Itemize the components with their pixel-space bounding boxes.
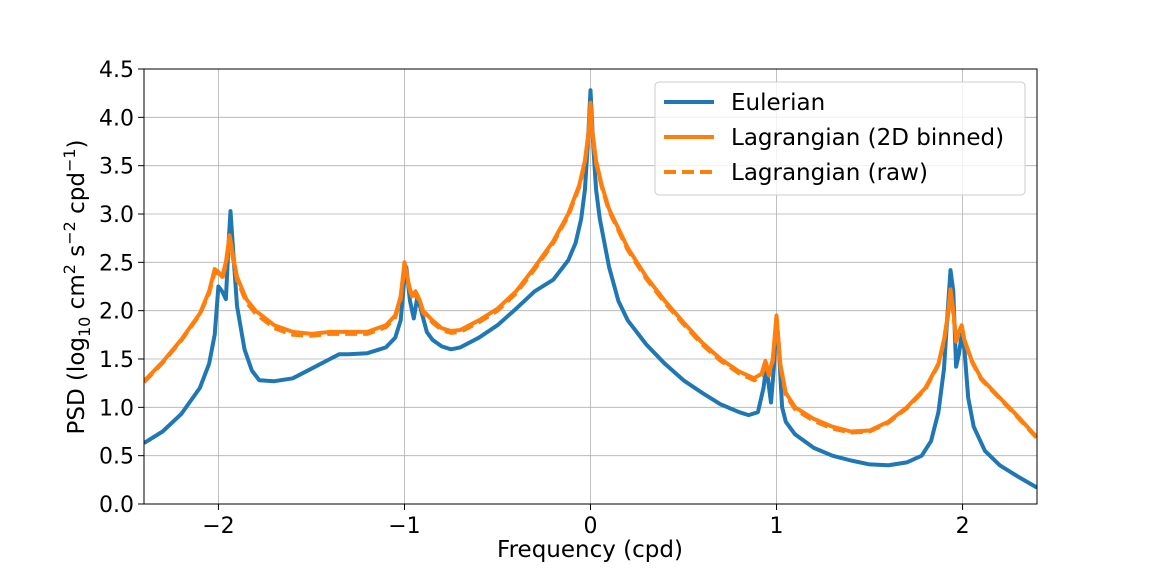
y-tick-label: 2.0 [99, 300, 134, 325]
y-tick-label: 3.0 [99, 203, 134, 228]
x-tick-label: 1 [770, 514, 784, 539]
y-tick-label: 0.0 [99, 493, 134, 518]
legend-box [654, 81, 1026, 196]
y-tick-label: 0.5 [99, 445, 134, 470]
y-axis-label: PSD (log10 cm2 s−2 cpd−1) [60, 139, 94, 434]
y-label-sup2: −2 [60, 221, 79, 245]
y-label-sup3: −1 [60, 148, 79, 172]
x-axis-label: Frequency (cpd) [497, 537, 683, 563]
legend: Eulerian Lagrangian (2D binned) Lagrangi… [654, 81, 1026, 196]
y-axis-ticks: 0.0 0.5 1.0 1.5 2.0 2.5 3.0 3.5 4.0 4.5 [99, 58, 144, 518]
series-line-2 [144, 105, 1037, 440]
y-tick-label: 1.5 [99, 348, 134, 373]
x-tick-label: 0 [584, 514, 598, 539]
x-axis-ticks: −2 −1 0 1 2 [202, 504, 970, 539]
y-tick-label: 4.5 [99, 58, 134, 83]
legend-label-eulerian: Eulerian [731, 90, 825, 116]
y-label-mid3: cpd [64, 172, 90, 221]
y-tick-label: 2.5 [99, 251, 134, 276]
y-label-suffix: ) [64, 139, 90, 148]
y-tick-label: 1.0 [99, 396, 134, 421]
x-tick-label: 2 [956, 514, 970, 539]
series-line-0 [144, 88, 1037, 490]
y-label-mid2: s [64, 245, 90, 264]
x-tick-label: −2 [202, 514, 234, 539]
y-label-sub: 10 [75, 317, 94, 337]
y-label-sup1: 2 [60, 264, 79, 274]
y-label-mid1: cm [64, 274, 90, 316]
x-tick-label: −1 [388, 514, 420, 539]
legend-label-lagrangian-raw: Lagrangian (raw) [731, 160, 928, 186]
y-label-prefix: PSD (log [64, 337, 90, 435]
series-lines [144, 88, 1037, 490]
y-tick-label: 3.5 [99, 155, 134, 180]
legend-label-lagrangian-binned: Lagrangian (2D binned) [731, 125, 1004, 151]
y-tick-label: 4.0 [99, 106, 134, 131]
